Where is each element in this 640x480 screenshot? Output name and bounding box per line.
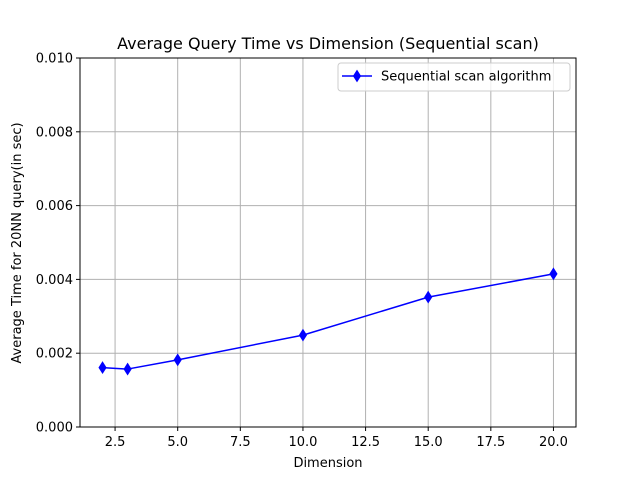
y-axis-ticks: 0.000 0.002 0.004 0.006 0.008 0.010 bbox=[36, 52, 80, 436]
legend: Sequential scan algorithm bbox=[337, 62, 571, 92]
legend-marker-swatch bbox=[352, 69, 362, 83]
legend-box bbox=[337, 62, 571, 92]
x-tick-label: 15.0 bbox=[414, 435, 443, 450]
y-axis-title: Average Time for 20NN query(in sec) bbox=[10, 122, 25, 363]
x-tick-label: 2.5 bbox=[105, 435, 126, 450]
data-series bbox=[98, 267, 558, 376]
data-point-marker bbox=[298, 328, 308, 342]
data-point-marker bbox=[98, 361, 107, 375]
plot-frame bbox=[79, 57, 577, 428]
chart-title: Average Query Time vs Dimension (Sequent… bbox=[117, 34, 539, 53]
x-tick-label: 5.0 bbox=[167, 435, 188, 450]
x-tick-label: 7.5 bbox=[230, 435, 251, 450]
data-point-marker bbox=[549, 267, 558, 281]
y-tick-label: 0.006 bbox=[36, 199, 73, 214]
x-axis-title: Dimension bbox=[293, 456, 362, 471]
y-tick-label: 0.004 bbox=[36, 273, 73, 288]
y-tick-label: 0.000 bbox=[36, 421, 73, 436]
series-line bbox=[102, 273, 554, 370]
y-tick-label: 0.010 bbox=[36, 52, 73, 67]
y-tick-label: 0.008 bbox=[36, 125, 73, 140]
legend-label-sequential-scan: Sequential scan algorithm bbox=[381, 70, 551, 85]
x-tick-label: 12.5 bbox=[351, 435, 380, 450]
x-tick-label: 20.0 bbox=[539, 435, 568, 450]
data-point-marker bbox=[173, 353, 182, 367]
data-point-marker bbox=[123, 362, 132, 376]
x-tick-label: 17.5 bbox=[476, 435, 505, 450]
x-axis-ticks: 2.5 5.0 7.5 10.0 12.5 15.0 17.5 20.0 bbox=[105, 427, 568, 450]
y-tick-label: 0.002 bbox=[36, 347, 73, 362]
x-tick-label: 10.0 bbox=[288, 435, 317, 450]
data-point-marker bbox=[424, 290, 433, 304]
